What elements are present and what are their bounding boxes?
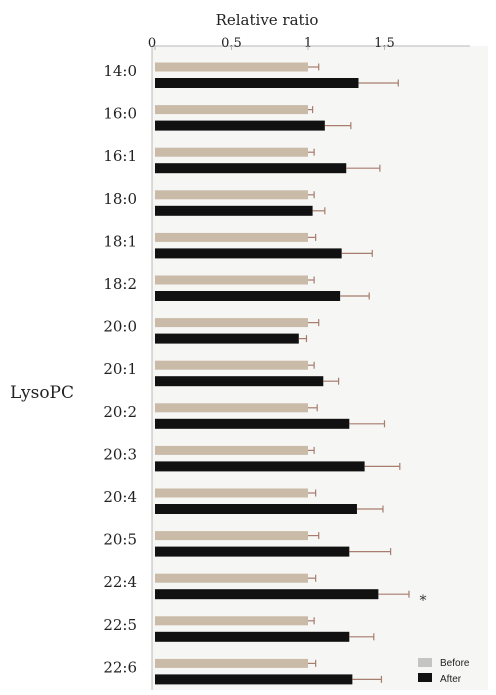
bar-after	[155, 418, 350, 429]
x-tick-label: 0	[148, 36, 156, 51]
bar-before	[155, 488, 308, 498]
bar-before	[155, 105, 308, 115]
legend-swatch-before	[418, 658, 432, 667]
bar-before	[155, 360, 308, 370]
legend: Before After	[418, 658, 470, 685]
bar-after	[155, 589, 379, 600]
category-label: 16:0	[103, 105, 137, 123]
bar-before	[155, 445, 308, 455]
category-label: 18:1	[103, 232, 137, 250]
category-label: 14:0	[103, 62, 137, 80]
category-label: 20:4	[103, 488, 137, 506]
bar-after	[155, 461, 365, 472]
legend-label-before: Before	[440, 658, 470, 669]
bar-before	[155, 318, 308, 328]
bar-before	[155, 531, 308, 541]
category-label: 22:5	[103, 616, 137, 634]
bar-after	[155, 78, 359, 88]
bar-after	[155, 546, 350, 557]
x-tick-label: 1.5	[374, 36, 395, 51]
bar-before	[155, 232, 308, 242]
bar-before	[155, 275, 308, 285]
category-labels: 14:0 16:0 16:1 18:0 18:1 18:2 20:0 20:1 20:2 20:3…	[103, 62, 137, 676]
category-label: 16:1	[103, 147, 137, 165]
category-label: 20:5	[103, 531, 137, 549]
bar-before	[155, 658, 308, 668]
error-bars	[298, 63, 410, 683]
x-tick-label: 0.5	[221, 36, 242, 51]
category-label: 20:1	[103, 360, 137, 378]
bar-before	[155, 403, 308, 413]
bar-after	[155, 674, 353, 685]
bar-after	[155, 205, 313, 216]
bar-after	[155, 333, 299, 344]
bar-after	[155, 631, 350, 642]
y-axis-title: LysoPC	[10, 383, 74, 403]
category-label: 22:6	[103, 658, 137, 676]
legend-swatch-after	[418, 673, 432, 682]
annotations: *	[420, 593, 427, 609]
category-label: 20:0	[103, 318, 137, 336]
bar-after	[155, 376, 324, 387]
category-label: 18:0	[103, 190, 137, 208]
bar-before	[155, 573, 308, 583]
category-label: 20:3	[103, 445, 137, 463]
x-tick-label: 1	[304, 36, 312, 51]
significance-marker: *	[420, 593, 427, 609]
legend-label-after: After	[440, 674, 462, 685]
bar-before	[155, 62, 308, 72]
bar-after	[155, 291, 341, 301]
bar-before	[155, 616, 308, 626]
category-label: 22:4	[103, 573, 137, 591]
bar-after	[155, 120, 325, 131]
bar-after	[155, 163, 347, 174]
bar-after	[155, 248, 342, 259]
x-axis-title: Relative ratio	[216, 11, 319, 29]
bar-after	[155, 504, 357, 514]
category-label: 20:2	[103, 403, 137, 421]
bar-before	[155, 147, 308, 157]
bar-series	[155, 62, 379, 685]
bar-before	[155, 190, 308, 200]
category-label: 18:2	[103, 275, 137, 293]
x-tick-labels: 0 0.5 1 1.5	[148, 36, 395, 51]
